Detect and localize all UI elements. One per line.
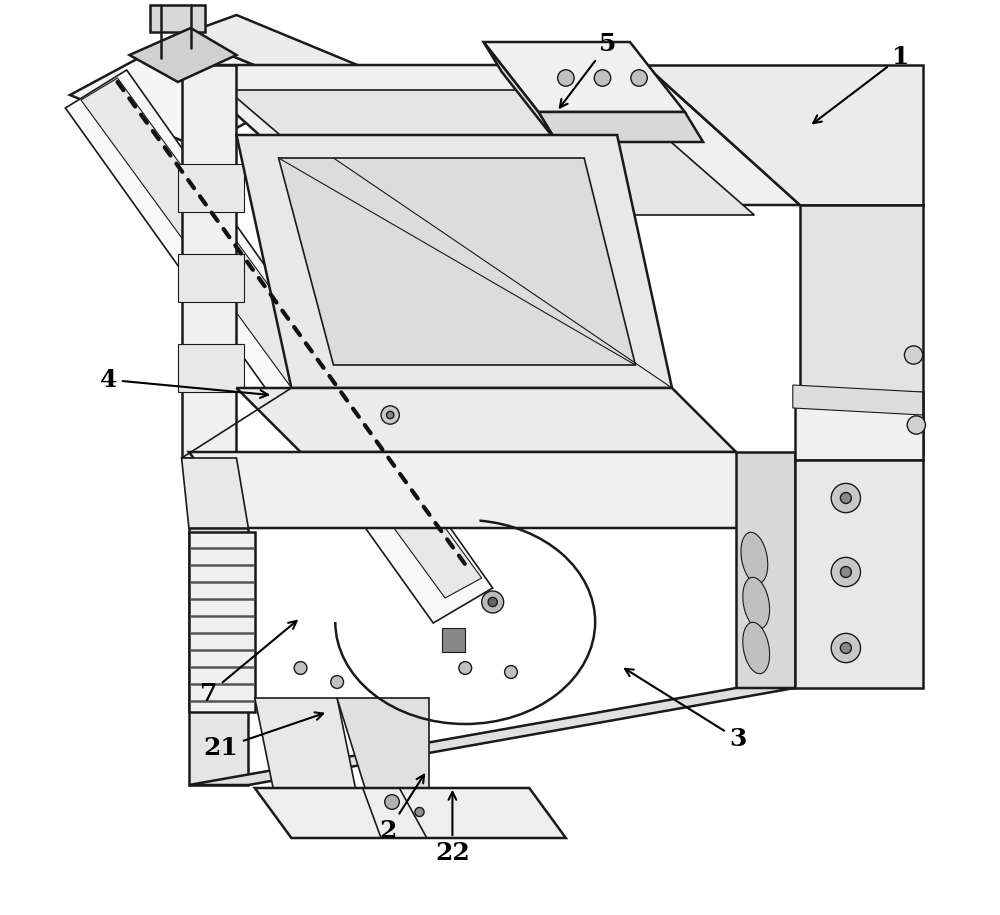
Circle shape <box>840 566 851 577</box>
Polygon shape <box>182 65 800 205</box>
Polygon shape <box>795 392 923 460</box>
Polygon shape <box>235 452 349 495</box>
Polygon shape <box>255 788 566 838</box>
Polygon shape <box>337 698 429 788</box>
Ellipse shape <box>741 533 768 584</box>
Polygon shape <box>70 35 310 148</box>
Polygon shape <box>227 90 754 215</box>
Circle shape <box>907 415 925 434</box>
Polygon shape <box>65 70 493 623</box>
Circle shape <box>385 795 399 810</box>
Circle shape <box>904 346 923 364</box>
Polygon shape <box>484 42 685 112</box>
Circle shape <box>381 406 399 425</box>
Circle shape <box>831 483 861 512</box>
Text: 4: 4 <box>100 368 268 398</box>
Ellipse shape <box>743 577 770 629</box>
Polygon shape <box>129 28 236 82</box>
Circle shape <box>294 662 307 674</box>
Polygon shape <box>484 42 557 142</box>
Circle shape <box>594 70 611 86</box>
Text: 21: 21 <box>204 713 323 760</box>
Polygon shape <box>178 164 244 212</box>
Polygon shape <box>442 628 465 652</box>
Text: 2: 2 <box>380 775 424 843</box>
Polygon shape <box>236 388 736 452</box>
Polygon shape <box>182 458 248 528</box>
Circle shape <box>415 807 424 816</box>
Circle shape <box>558 70 574 86</box>
Circle shape <box>831 633 861 662</box>
Polygon shape <box>795 460 923 688</box>
Circle shape <box>459 662 472 674</box>
Polygon shape <box>279 158 635 365</box>
Circle shape <box>831 557 861 587</box>
Polygon shape <box>736 452 795 688</box>
Circle shape <box>631 70 647 86</box>
Polygon shape <box>255 698 355 788</box>
Polygon shape <box>189 528 248 785</box>
Polygon shape <box>800 205 923 455</box>
Polygon shape <box>189 688 795 785</box>
Circle shape <box>331 675 344 688</box>
Circle shape <box>488 597 497 607</box>
Polygon shape <box>189 532 255 712</box>
Circle shape <box>387 412 394 419</box>
Circle shape <box>482 591 504 613</box>
Polygon shape <box>236 135 672 388</box>
Polygon shape <box>178 254 244 302</box>
Circle shape <box>840 642 851 653</box>
Text: 1: 1 <box>813 45 909 124</box>
Polygon shape <box>81 78 482 598</box>
Text: 7: 7 <box>200 621 297 705</box>
Polygon shape <box>182 15 365 88</box>
Ellipse shape <box>743 622 770 673</box>
Polygon shape <box>178 344 244 392</box>
Polygon shape <box>645 65 923 205</box>
Polygon shape <box>189 452 795 528</box>
Circle shape <box>505 665 517 678</box>
Circle shape <box>840 492 851 503</box>
Text: 22: 22 <box>435 792 470 865</box>
Polygon shape <box>182 65 236 458</box>
Polygon shape <box>538 112 703 142</box>
Text: 3: 3 <box>625 669 747 751</box>
Polygon shape <box>150 5 205 32</box>
Text: 5: 5 <box>560 32 617 108</box>
Polygon shape <box>793 385 923 415</box>
